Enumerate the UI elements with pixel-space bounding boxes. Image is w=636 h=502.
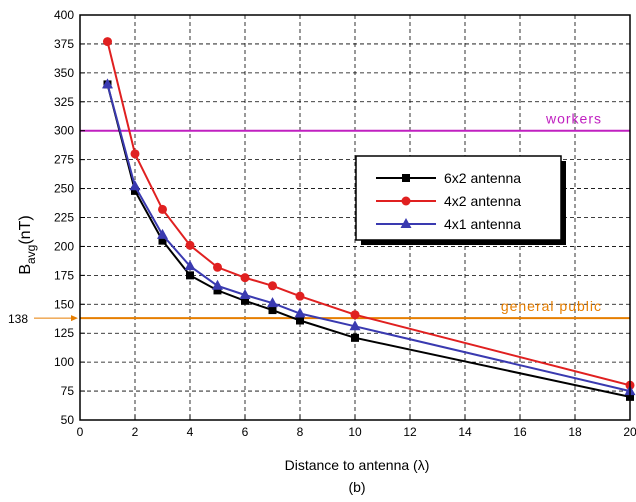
data-point [184,260,196,271]
data-point [267,297,278,308]
x-tick-label: 18 [568,425,582,439]
y-tick-label: 400 [54,8,74,22]
y-tick-label: 225 [54,211,74,225]
x-tick-label: 16 [513,425,527,439]
series-1 [103,37,635,390]
data-point [157,228,168,239]
data-point [129,180,141,191]
data-point [213,262,222,272]
data-point [102,78,113,89]
x-tick-label: 6 [242,425,249,439]
y-tick-label: 275 [54,153,74,167]
legend: 6x2 antenna 4x2 antenna 4x1 antenna [355,155,566,245]
data-point [349,320,361,331]
y-tick-label: 375 [54,37,74,51]
y-tick-label: 100 [54,355,74,369]
ticks: 0 2 4 6 8 10 12 14 16 18 20 50 75 100 125 150 175 200 225 2… [54,8,636,439]
legend-marker [401,196,411,206]
data-point [296,316,304,325]
reference-arrow-head [71,315,78,322]
data-point [268,281,277,291]
data-point [212,279,223,290]
reference-line-label-0: workers [545,111,602,127]
data-point [131,186,139,195]
series-2 [102,78,636,396]
x-tick-label: 20 [623,425,636,439]
svg-text:Bavg(nT): Bavg(nT) [17,215,38,274]
reference-line-label-1: general public [501,298,602,314]
data-point [295,291,305,301]
y-tick-label: 150 [54,297,74,311]
y-axis-label: Bavg(nT) [17,215,38,274]
data-point [241,296,249,305]
legend-marker [400,218,412,228]
series-line [106,41,631,387]
data-point [186,271,194,280]
data-point [350,310,360,320]
data-point [130,149,140,159]
y-tick-label: 300 [54,124,74,138]
legend-label: 6x2 antenna [444,170,521,186]
y-tick-label: 325 [54,95,74,109]
x-axis-label: Distance to antenna (λ) [285,457,430,473]
data-point [185,240,195,250]
y-axis-label-main: B [17,264,34,275]
x-tick-label: 10 [348,425,362,439]
data-point [103,37,112,47]
data-point [268,306,277,315]
y-tick-label: 350 [54,66,74,80]
y-axis-label-unit: (nT) [17,215,34,244]
data-point [158,236,167,245]
y-tick-label: 50 [61,413,75,427]
data-point [158,204,167,214]
data-point [239,289,251,300]
x-tick-label: 8 [297,425,304,439]
y-tick-label: 175 [54,268,74,282]
series-layer [102,37,636,401]
caption: (b) [348,479,365,495]
reference-lines: workers general public 138 [8,111,630,326]
x-tick-label: 2 [132,425,139,439]
legend-label: 4x1 antenna [444,216,521,232]
legend-box [355,155,562,241]
legend-marker [402,174,410,182]
x-tick-label: 4 [187,425,194,439]
reference-value-label: 138 [8,312,28,326]
data-point [240,273,250,283]
x-tick-label: 12 [403,425,417,439]
data-point [294,307,306,318]
x-tick-label: 0 [77,425,84,439]
y-axis-label-sub: avg [24,245,38,264]
y-tick-label: 75 [61,384,75,398]
legend-label: 4x2 antenna [444,193,521,209]
y-tick-label: 200 [54,239,74,253]
series-line [106,84,631,393]
x-tick-label: 14 [458,425,472,439]
y-tick-label: 125 [54,326,74,340]
series-line [106,84,631,398]
data-point [351,333,359,342]
data-point [213,286,222,295]
y-tick-label: 250 [54,182,74,196]
